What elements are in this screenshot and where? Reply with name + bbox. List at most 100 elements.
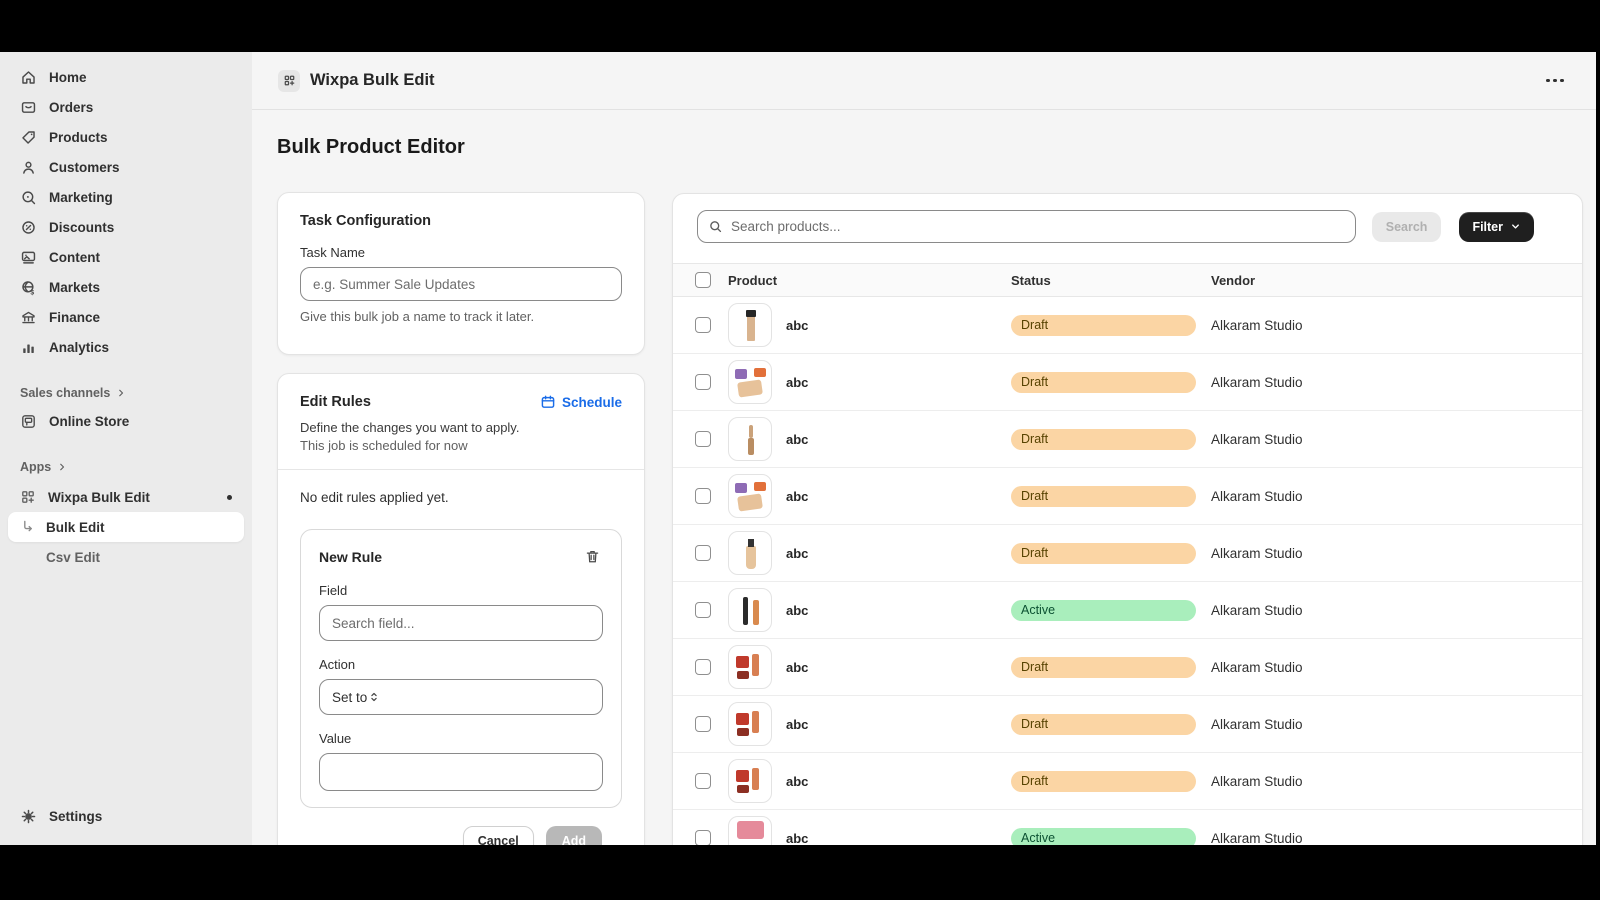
add-button[interactable]: Add: [545, 826, 602, 845]
row-checkbox[interactable]: [695, 602, 711, 618]
product-thumbnail: [728, 588, 772, 632]
no-rules-text: No edit rules applied yet.: [300, 490, 449, 505]
search-button[interactable]: Search: [1371, 211, 1442, 242]
app-title: Wixpa Bulk Edit: [310, 71, 435, 89]
sidebar-item-markets[interactable]: $ Markets: [8, 272, 244, 302]
column-product: Product: [728, 272, 778, 288]
apps-header[interactable]: Apps: [20, 460, 232, 474]
row-checkbox[interactable]: [695, 374, 711, 390]
row-checkbox[interactable]: [695, 716, 711, 732]
product-thumbnail: [728, 531, 772, 575]
delete-rule-button[interactable]: [582, 546, 603, 567]
sidebar-item-customers[interactable]: Customers: [8, 152, 244, 182]
status-badge: Draft: [1011, 770, 1196, 792]
product-thumbnail: [728, 702, 772, 746]
product-name: abc: [786, 488, 809, 504]
product-thumbnail: [728, 816, 772, 845]
sidebar-item-home[interactable]: Home: [8, 62, 244, 92]
row-checkbox[interactable]: [695, 659, 711, 675]
task-name-help: Give this bulk job a name to track it la…: [300, 309, 535, 324]
status-badge: Draft: [1011, 485, 1196, 507]
table-row[interactable]: abc Draft Alkaram Studio: [673, 639, 1582, 696]
sidebar-item-wixpa-bulk-edit[interactable]: Wixpa Bulk Edit: [8, 482, 244, 512]
sales-channels-header[interactable]: Sales channels: [20, 386, 232, 400]
table-row[interactable]: abc Active Alkaram Studio: [673, 810, 1582, 845]
customers-icon: [20, 159, 37, 176]
table-row[interactable]: abc Active Alkaram Studio: [673, 582, 1582, 639]
app-topbar: Wixpa Bulk Edit: [252, 52, 1596, 110]
sidebar-item-label: Customers: [49, 159, 120, 175]
chevron-down-icon: [1510, 221, 1521, 232]
sidebar-item-marketing[interactable]: Marketing: [8, 182, 244, 212]
action-label: Action: [319, 657, 356, 672]
finance-icon: [20, 309, 37, 326]
table-row[interactable]: abc Draft Alkaram Studio: [673, 411, 1582, 468]
main-area: Wixpa Bulk Edit Bulk Product Editor Task…: [252, 52, 1596, 845]
product-name: abc: [786, 773, 809, 789]
sidebar-item-bulk-edit[interactable]: Bulk Edit: [8, 512, 244, 542]
schedule-button[interactable]: Schedule: [540, 394, 622, 410]
product-name: abc: [786, 545, 809, 561]
schedule-label: Schedule: [561, 394, 622, 410]
search-products-input[interactable]: [697, 210, 1356, 243]
table-row[interactable]: abc Draft Alkaram Studio: [673, 696, 1582, 753]
vendor-name: Alkaram Studio: [1211, 431, 1303, 447]
status-badge: Draft: [1011, 542, 1196, 564]
sidebar-item-analytics[interactable]: Analytics: [8, 332, 244, 362]
sidebar-item-online-store[interactable]: Online Store: [8, 406, 244, 436]
product-name: abc: [786, 659, 809, 675]
task-name-input[interactable]: [300, 267, 622, 301]
gear-icon: [20, 808, 37, 825]
status-badge: Draft: [1011, 371, 1196, 393]
action-select-value: Set to: [332, 689, 368, 705]
product-name: abc: [786, 317, 809, 333]
row-checkbox[interactable]: [695, 773, 711, 789]
row-checkbox[interactable]: [695, 317, 711, 333]
new-rule-card: New Rule Field Action Set to Value: [300, 529, 622, 808]
status-badge: Draft: [1011, 713, 1196, 735]
sidebar-item-orders[interactable]: Orders: [8, 92, 244, 122]
store-icon: [20, 413, 37, 430]
divider: [278, 469, 644, 470]
cancel-button[interactable]: Cancel: [462, 826, 534, 845]
product-name: abc: [786, 830, 809, 846]
table-row[interactable]: abc Draft Alkaram Studio: [673, 297, 1582, 354]
table-row[interactable]: abc Draft Alkaram Studio: [673, 354, 1582, 411]
table-row[interactable]: abc Draft Alkaram Studio: [673, 525, 1582, 582]
schedule-note: This job is scheduled for now: [300, 438, 468, 453]
column-vendor: Vendor: [1211, 272, 1256, 288]
markets-icon: $: [20, 279, 37, 296]
table-row[interactable]: abc Draft Alkaram Studio: [673, 753, 1582, 810]
more-actions-button[interactable]: [1540, 73, 1570, 89]
sidebar-item-settings[interactable]: Settings: [8, 801, 244, 831]
table-row[interactable]: abc Draft Alkaram Studio: [673, 468, 1582, 525]
filter-button[interactable]: Filter: [1459, 211, 1534, 242]
orders-icon: [20, 99, 37, 116]
sidebar-item-csv-edit[interactable]: Csv Edit: [8, 542, 244, 572]
status-badge: Draft: [1011, 314, 1196, 336]
sales-channels-label: Sales channels: [20, 386, 111, 400]
sidebar-item-label: Online Store: [49, 413, 130, 429]
sidebar-item-products[interactable]: Products: [8, 122, 244, 152]
column-status: Status: [1011, 272, 1051, 288]
task-config-title: Task Configuration: [300, 213, 432, 229]
sidebar-item-content[interactable]: Content: [8, 242, 244, 272]
row-checkbox[interactable]: [695, 488, 711, 504]
sidebar-item-discounts[interactable]: Discounts: [8, 212, 244, 242]
row-checkbox[interactable]: [695, 431, 711, 447]
action-select[interactable]: Set to: [319, 679, 603, 715]
row-checkbox[interactable]: [695, 545, 711, 561]
row-checkbox[interactable]: [695, 830, 711, 845]
product-name: abc: [786, 374, 809, 390]
sidebar-item-finance[interactable]: Finance: [8, 302, 244, 332]
product-thumbnail: [728, 360, 772, 404]
product-name: abc: [786, 431, 809, 447]
product-thumbnail: [728, 474, 772, 518]
field-search-input[interactable]: [319, 605, 603, 641]
status-badge: Draft: [1011, 428, 1196, 450]
select-all-checkbox[interactable]: [695, 272, 711, 288]
value-input[interactable]: [319, 753, 603, 791]
discounts-icon: [20, 219, 37, 236]
sidebar-item-label: Orders: [49, 99, 94, 115]
sidebar-item-label: Csv Edit: [46, 549, 101, 565]
